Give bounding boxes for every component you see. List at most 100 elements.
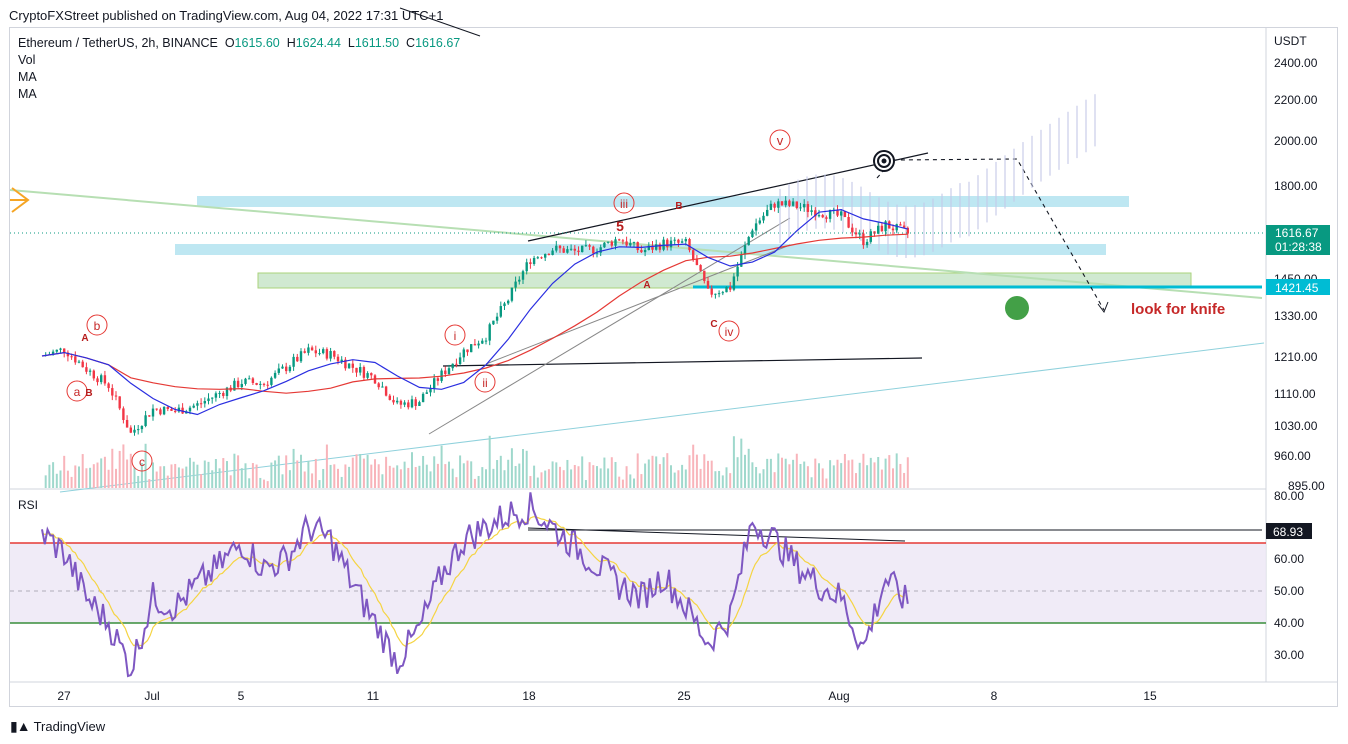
target-icon[interactable] — [873, 150, 895, 172]
candle-body[interactable] — [88, 370, 92, 372]
candle-body[interactable] — [773, 203, 776, 208]
long-ascending-trendline[interactable] — [59, 342, 1265, 493]
candle-body[interactable] — [636, 242, 639, 251]
candle-body[interactable] — [791, 201, 795, 206]
candle-body[interactable] — [725, 286, 728, 293]
candle-body[interactable] — [777, 201, 780, 208]
candle-body[interactable] — [125, 419, 129, 428]
candle-body[interactable] — [743, 245, 747, 255]
candle-body[interactable] — [63, 348, 66, 353]
symbol-name[interactable]: Ethereum / TetherUS, 2h, BINANCE — [18, 36, 218, 50]
candle-body[interactable] — [699, 265, 702, 271]
candle-body[interactable] — [362, 367, 366, 378]
candle-body[interactable] — [344, 359, 347, 369]
candle-body[interactable] — [603, 242, 606, 248]
candle-body[interactable] — [684, 238, 687, 242]
candle-body[interactable] — [747, 237, 750, 246]
level-price-tag[interactable] — [1266, 279, 1330, 295]
candle-body[interactable] — [610, 241, 613, 246]
candle-body[interactable] — [392, 399, 395, 403]
candle-body[interactable] — [666, 239, 669, 248]
candle-body[interactable] — [51, 351, 55, 355]
candle-body[interactable] — [780, 201, 784, 206]
candle-body[interactable] — [514, 281, 517, 288]
candle-body[interactable] — [721, 292, 724, 294]
candle-body[interactable] — [606, 241, 610, 243]
candle-body[interactable] — [196, 403, 199, 406]
candle-body[interactable] — [307, 347, 310, 353]
candle-body[interactable] — [566, 249, 569, 253]
candle-body[interactable] — [384, 386, 388, 396]
candle-body[interactable] — [436, 378, 440, 381]
candle-body[interactable] — [851, 227, 854, 233]
candle-body[interactable] — [647, 245, 650, 250]
candle-body[interactable] — [351, 363, 354, 368]
candle-body[interactable] — [325, 349, 329, 359]
candle-body[interactable] — [259, 383, 262, 385]
candle-body[interactable] — [736, 266, 739, 277]
candle-body[interactable] — [203, 401, 206, 404]
candle-body[interactable] — [643, 249, 647, 253]
candle-body[interactable] — [111, 388, 114, 396]
candles[interactable] — [44, 196, 910, 436]
candle-body[interactable] — [85, 367, 88, 372]
candle-body[interactable] — [662, 239, 665, 250]
candle-body[interactable] — [396, 400, 399, 403]
legend-volume[interactable]: Vol — [18, 53, 36, 67]
candle-body[interactable] — [655, 244, 658, 250]
candle-body[interactable] — [536, 257, 539, 259]
candle-body[interactable] — [599, 247, 602, 253]
candle-body[interactable] — [836, 209, 839, 216]
candle-body[interactable] — [329, 351, 332, 359]
candle-body[interactable] — [510, 287, 514, 301]
candle-body[interactable] — [162, 406, 166, 415]
candle-body[interactable] — [407, 402, 410, 408]
candle-body[interactable] — [492, 320, 495, 325]
footer[interactable]: ▮▲ TradingView — [10, 718, 105, 735]
candle-body[interactable] — [518, 279, 521, 282]
candle-body[interactable] — [133, 429, 136, 433]
candle-body[interactable] — [66, 352, 70, 357]
candle-body[interactable] — [218, 392, 221, 394]
candle-body[interactable] — [444, 370, 447, 375]
candle-body[interactable] — [577, 250, 580, 253]
projection-path[interactable] — [876, 158, 1105, 311]
candle-body[interactable] — [706, 280, 710, 289]
candle-body[interactable] — [458, 357, 462, 364]
candle-body[interactable] — [569, 248, 573, 250]
candle-body[interactable] — [462, 349, 465, 358]
candle-body[interactable] — [277, 368, 280, 373]
candle-body[interactable] — [299, 351, 303, 362]
candle-body[interactable] — [488, 324, 491, 341]
chart-frame[interactable] — [9, 27, 1338, 707]
descending-trendline[interactable] — [9, 189, 1263, 299]
candle-body[interactable] — [614, 239, 617, 246]
candle-body[interactable] — [240, 383, 243, 388]
target-dot[interactable] — [1005, 296, 1029, 320]
candle-body[interactable] — [847, 217, 850, 228]
candle-body[interactable] — [455, 363, 458, 365]
candle-body[interactable] — [159, 409, 162, 415]
candle-body[interactable] — [92, 370, 95, 379]
candle-body[interactable] — [618, 239, 621, 241]
candle-body[interactable] — [255, 382, 258, 385]
candle-body[interactable] — [477, 343, 480, 346]
candle-body[interactable] — [766, 209, 769, 216]
candle-body[interactable] — [703, 270, 706, 281]
candle-body[interactable] — [754, 223, 758, 231]
candle-body[interactable] — [732, 276, 736, 290]
candle-body[interactable] — [273, 372, 277, 378]
candle-body[interactable] — [584, 245, 588, 247]
candle-body[interactable] — [170, 409, 173, 411]
candle-body[interactable] — [281, 366, 284, 369]
candle-body[interactable] — [188, 407, 192, 412]
candle-body[interactable] — [447, 368, 451, 375]
candle-body[interactable] — [355, 367, 358, 373]
candle-body[interactable] — [225, 387, 229, 396]
candle-body[interactable] — [758, 220, 761, 224]
candle-body[interactable] — [880, 225, 884, 232]
candle-body[interactable] — [843, 211, 847, 218]
candle-body[interactable] — [77, 361, 81, 363]
legend-ma-1[interactable]: MA — [18, 70, 37, 84]
candle-body[interactable] — [314, 350, 317, 354]
